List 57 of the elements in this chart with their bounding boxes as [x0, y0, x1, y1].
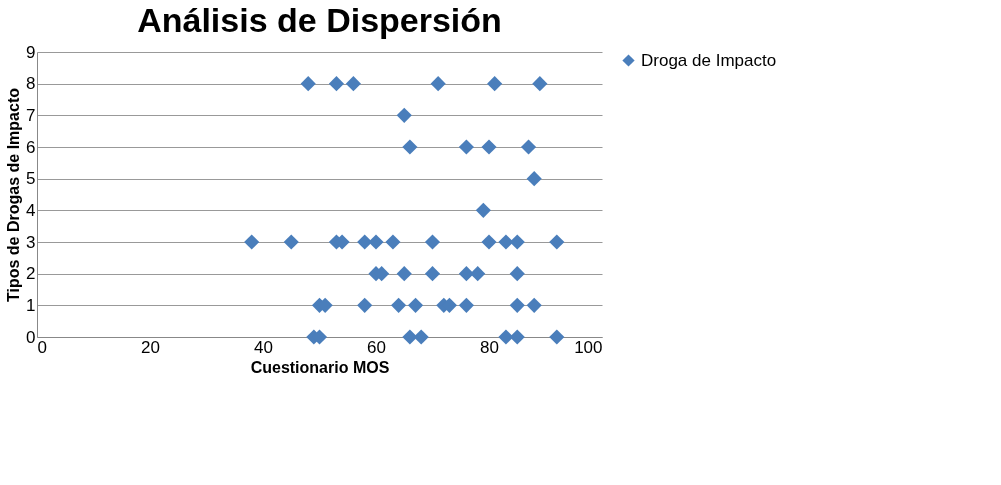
legend-label: Droga de Impacto	[641, 50, 777, 70]
point	[509, 297, 525, 313]
point	[283, 234, 299, 250]
y-tick-label: 5	[26, 169, 36, 189]
x-tick-label: 80	[480, 337, 499, 357]
x-tick-label: 60	[367, 337, 386, 357]
y-tick-label: 4	[26, 200, 36, 220]
y-tick-label: 6	[26, 137, 36, 157]
x-tick-label: 20	[141, 337, 160, 357]
y-tick-label: 1	[26, 295, 36, 315]
point	[413, 329, 429, 345]
point	[424, 266, 441, 282]
point	[396, 107, 412, 123]
y-tick-label: 9	[26, 42, 36, 62]
point	[481, 139, 497, 155]
point	[391, 297, 407, 313]
x-axis-title: Cuestionario MOS	[250, 358, 390, 376]
point	[357, 234, 373, 250]
y-tick-label: 2	[26, 264, 36, 284]
point	[385, 234, 401, 250]
point	[498, 329, 514, 345]
point	[402, 139, 418, 155]
x-tick-label: 100	[574, 337, 603, 357]
point	[549, 329, 565, 345]
point	[345, 76, 361, 92]
point	[487, 76, 503, 92]
point	[458, 266, 474, 282]
point	[458, 297, 474, 313]
point	[509, 266, 525, 282]
point	[509, 329, 525, 345]
point	[402, 329, 418, 345]
point	[520, 139, 537, 155]
point	[244, 234, 260, 250]
point	[532, 76, 548, 92]
point	[396, 266, 412, 282]
y-tick-label: 8	[26, 74, 36, 94]
point	[526, 297, 542, 313]
x-tick-label: 40	[254, 337, 273, 357]
point	[424, 234, 441, 250]
point	[458, 139, 474, 155]
point	[526, 171, 542, 187]
y-tick-label: 3	[26, 232, 36, 252]
y-axis-title: Tipos de Drogas de Impacto	[5, 87, 23, 302]
point	[549, 234, 565, 250]
point	[430, 76, 446, 92]
point	[475, 202, 491, 218]
point	[509, 234, 525, 250]
point	[407, 297, 424, 313]
point	[498, 234, 514, 250]
point	[481, 234, 497, 250]
y-tick-label: 7	[26, 105, 36, 125]
point	[470, 266, 486, 282]
chart-title: Análisis de Dispersión	[137, 1, 502, 39]
point	[357, 297, 373, 313]
point	[368, 234, 384, 250]
point	[328, 76, 345, 92]
point	[300, 76, 316, 92]
